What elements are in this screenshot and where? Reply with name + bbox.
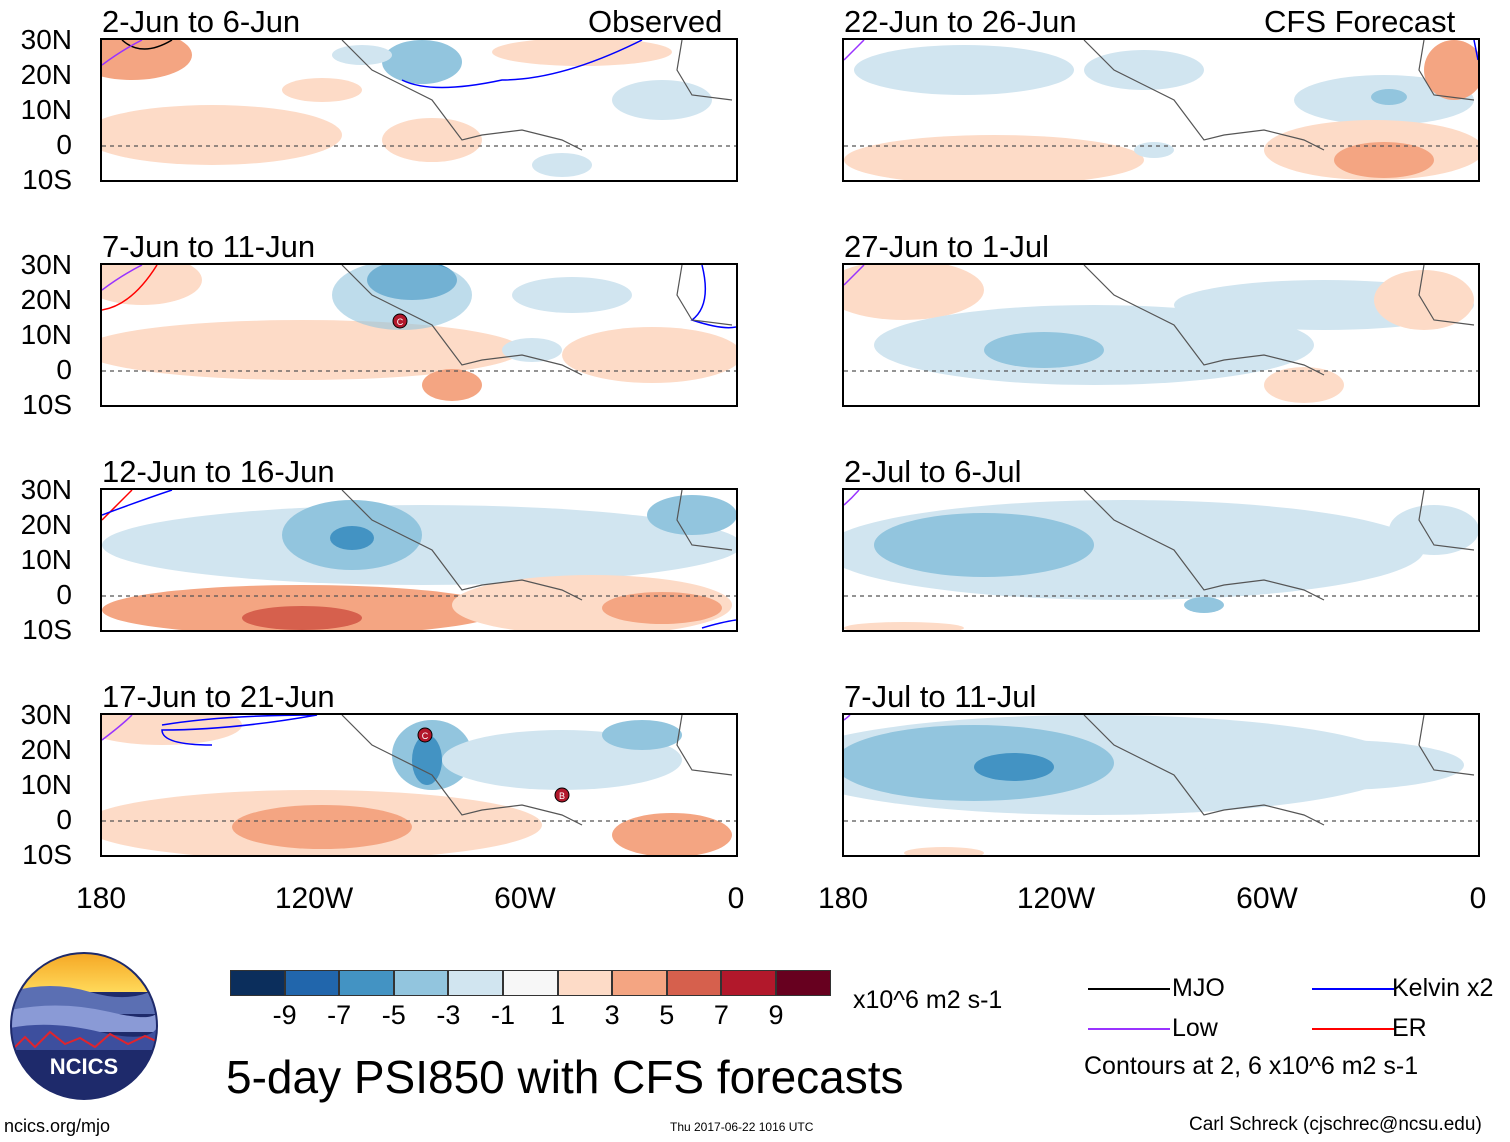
lat-label: 30N [20, 24, 72, 55]
lat-label: 30N [20, 699, 72, 730]
colorbar-tick-label: -7 [327, 1000, 352, 1030]
colorbar-swatch [339, 970, 394, 996]
lat-label: 0 [56, 129, 72, 160]
cfs-forecast-header: CFS Forecast [1264, 4, 1456, 39]
psi850-map [102, 490, 736, 630]
panel-period-label: 2-Jun to 6-Jun [102, 4, 301, 39]
panel-period-label: 7-Jul to 11-Jul [844, 679, 1037, 714]
low-legend-swatch [1088, 1028, 1170, 1030]
observed-header: Observed [588, 4, 723, 39]
svg-text:B: B [559, 791, 565, 801]
panel-period-label: 27-Jun to 1-Jul [844, 229, 1050, 264]
lat-label: 10N [20, 769, 72, 800]
legend-label-mjo: MJO [1172, 974, 1225, 1002]
lon-label: 180 [75, 882, 127, 915]
lat-label: 20N [20, 284, 72, 315]
lat-label: 10S [22, 839, 72, 870]
lon-label: 180 [817, 882, 869, 915]
figure-title: 5-day PSI850 with CFS forecasts [226, 1051, 904, 1103]
footer-credit: Carl Schreck (cjschrec@ncsu.edu) [1189, 1114, 1482, 1135]
colorbar-tick-label: -1 [490, 1000, 515, 1030]
lat-label: 0 [56, 804, 72, 835]
ncics-logo: NCICS [10, 952, 158, 1100]
psi850-map [844, 490, 1478, 630]
panel-period-label: 22-Jun to 26-Jun [844, 4, 1077, 39]
lat-label: 30N [20, 474, 72, 505]
colorbar-swatch [612, 970, 667, 996]
legend-label-kelvin: Kelvin x2 [1392, 974, 1494, 1002]
lat-label: 20N [20, 59, 72, 90]
lat-label: 10S [22, 164, 72, 195]
colorbar-swatch [503, 970, 558, 996]
map-frame [842, 488, 1480, 632]
logo-text: NCICS [50, 1054, 118, 1079]
lat-label: 10N [20, 94, 72, 125]
lon-label: 60W [1236, 882, 1298, 915]
colorbar-tick-label: 3 [604, 1000, 620, 1030]
map-frame [842, 38, 1480, 182]
panel-period-label: 17-Jun to 21-Jun [102, 679, 335, 714]
storm-marker: C [392, 313, 408, 329]
legend-label-er: ER [1392, 1014, 1427, 1042]
lat-label: 10S [22, 614, 72, 645]
lon-label: 0 [727, 882, 745, 915]
colorbar-tick-label: 7 [713, 1000, 729, 1030]
colorbar-swatch [776, 970, 831, 996]
footer-url: ncics.org/mjo [4, 1116, 111, 1136]
colorbar-tick-label: -5 [381, 1000, 406, 1030]
legend-label-low: Low [1172, 1014, 1218, 1042]
panel-period-label: 2-Jul to 6-Jul [844, 454, 1022, 489]
footer-timestamp: Thu 2017-06-22 1016 UTC [670, 1120, 814, 1134]
colorbar-tick-label: -9 [272, 1000, 297, 1030]
map-frame: C [100, 263, 738, 407]
lat-label: 20N [20, 734, 72, 765]
colorbar-tick-label: 1 [550, 1000, 566, 1030]
lon-label: 120W [274, 882, 354, 915]
colorbar-swatch [448, 970, 503, 996]
psi850-map [102, 40, 736, 177]
lon-label: 60W [494, 882, 556, 915]
lat-label: 10N [20, 544, 72, 575]
map-frame [100, 38, 738, 182]
lat-label: 30N [20, 249, 72, 280]
colorbar-swatch [557, 970, 613, 996]
colorbar-swatch [666, 970, 722, 996]
lat-label: 10S [22, 389, 72, 420]
lat-label: 10N [20, 319, 72, 350]
storm-marker: B [554, 787, 570, 803]
map-frame [842, 713, 1480, 857]
psi850-map [844, 715, 1478, 855]
map-frame [842, 263, 1480, 407]
colorbar-tick-label: 5 [659, 1000, 675, 1030]
psi850-map: C B [102, 715, 736, 855]
lat-label: 20N [20, 509, 72, 540]
colorbar-swatch [284, 970, 340, 996]
lon-label: 120W [1016, 882, 1096, 915]
svg-text:C: C [422, 731, 429, 741]
colorbar-swatch [721, 970, 776, 996]
er-legend-swatch [1312, 1028, 1394, 1030]
lat-label: 0 [56, 354, 72, 385]
contour-note: Contours at 2, 6 x10^6 m2 s-1 [1084, 1052, 1419, 1080]
panel-period-label: 7-Jun to 11-Jun [102, 229, 316, 264]
lat-label: 0 [56, 579, 72, 610]
lon-label: 0 [1469, 882, 1487, 915]
colorbar-unit: x10^6 m2 s-1 [853, 986, 1003, 1014]
psi850-map [844, 265, 1478, 403]
colorbar-swatch [230, 970, 285, 996]
mjo-legend-swatch [1088, 988, 1170, 990]
map-frame: C B [100, 713, 738, 857]
svg-text:C: C [397, 317, 404, 327]
panel-period-label: 12-Jun to 16-Jun [102, 454, 335, 489]
psi850-map: C [102, 265, 736, 401]
kelvin-legend-swatch [1312, 988, 1394, 990]
psi850-map [844, 40, 1478, 180]
storm-marker: C [417, 727, 433, 743]
colorbar-tick-label: -3 [436, 1000, 461, 1030]
map-frame [100, 488, 738, 632]
colorbar-swatch [393, 970, 449, 996]
colorbar-tick-label: 9 [768, 1000, 784, 1030]
